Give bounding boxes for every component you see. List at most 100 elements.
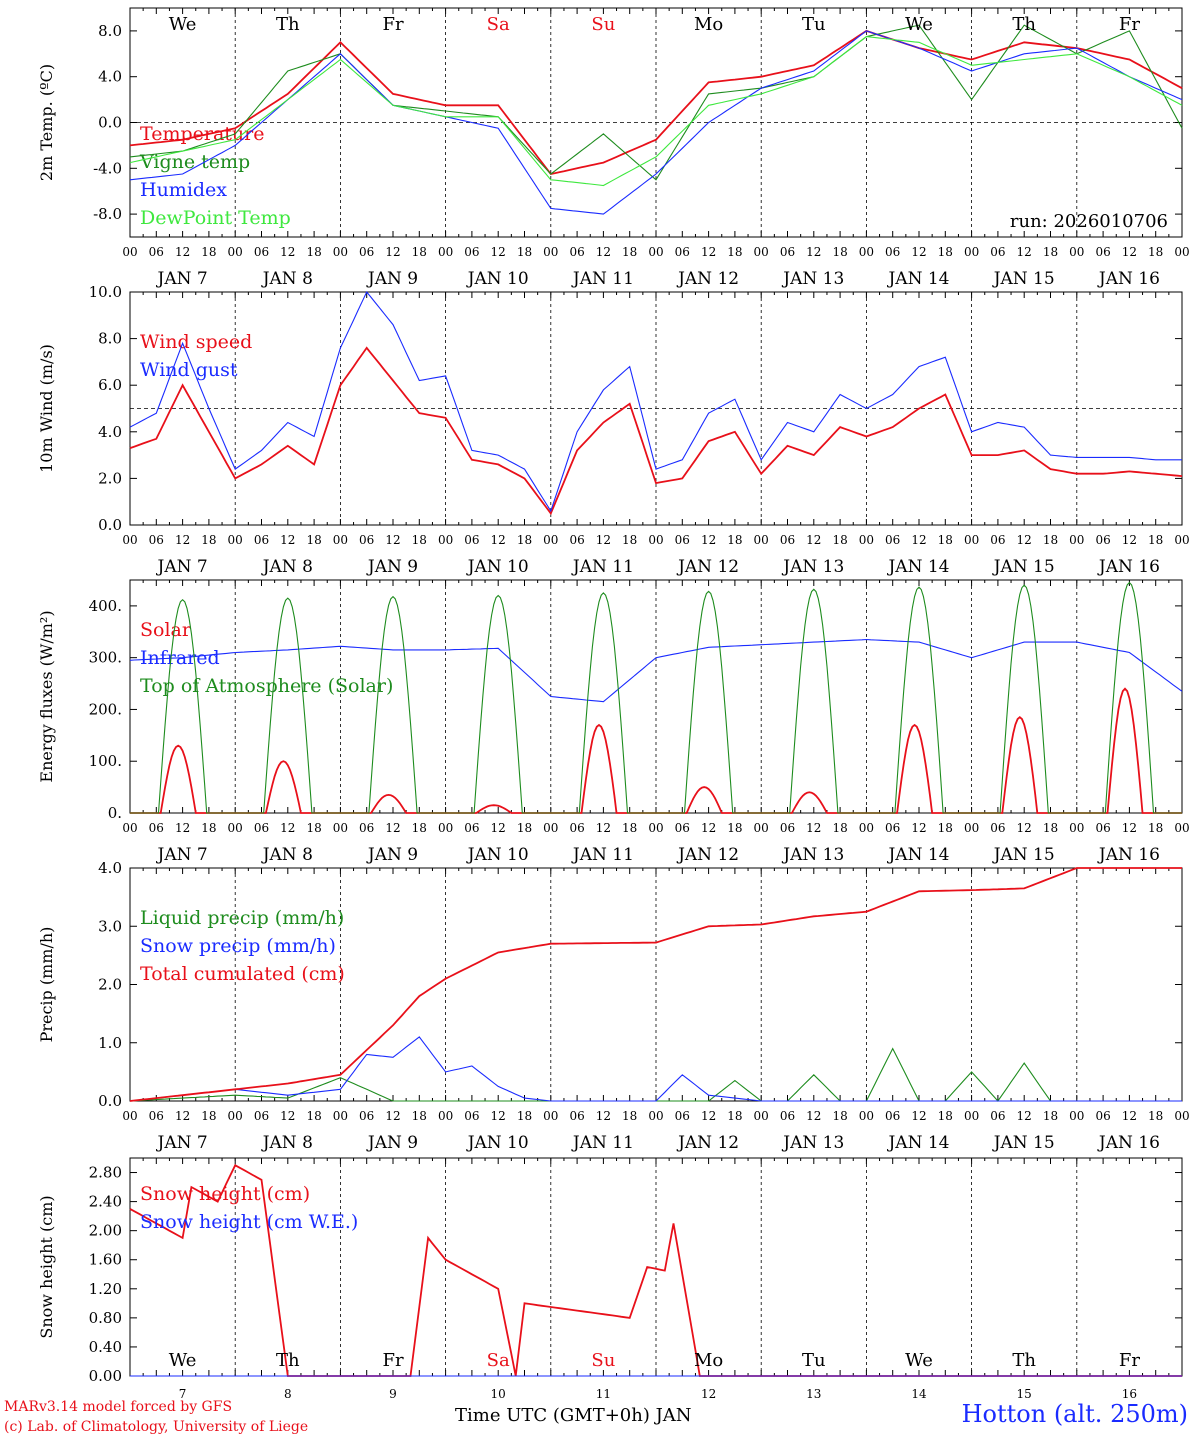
hour-label: 12 — [175, 245, 190, 259]
hour-label: 00 — [122, 821, 137, 835]
date-label: JAN 14 — [886, 269, 949, 289]
day-name: Tu — [802, 14, 826, 35]
hour-label: 18 — [832, 245, 847, 259]
hour-label: 12 — [701, 821, 716, 835]
hour-label: 06 — [359, 533, 374, 547]
date-label: JAN 9 — [366, 269, 418, 289]
hour-label: 06 — [780, 245, 795, 259]
hour-label: 18 — [517, 245, 532, 259]
hour-label: 12 — [385, 821, 400, 835]
day-name: Sa — [487, 14, 510, 35]
hour-label: 18 — [622, 1109, 637, 1123]
hour-label: 00 — [1069, 533, 1084, 547]
hour-label: 06 — [254, 1109, 269, 1123]
day-number: 8 — [284, 1387, 292, 1401]
hour-label: 18 — [727, 1109, 742, 1123]
day-name: Fr — [382, 1350, 403, 1371]
hour-label: 12 — [491, 821, 506, 835]
hour-label: 00 — [1174, 245, 1189, 259]
hour-label: 06 — [885, 245, 900, 259]
date-label: JAN 14 — [886, 845, 949, 865]
hour-label: 06 — [149, 245, 164, 259]
hour-label: 00 — [859, 533, 874, 547]
hour-label: 00 — [228, 1109, 243, 1123]
hour-label: 12 — [280, 821, 295, 835]
hour-label: 18 — [832, 533, 847, 547]
hour-label: 06 — [1095, 1109, 1110, 1123]
legend-entry: Snow height (cm W.E.) — [140, 1211, 358, 1233]
legend-entry: Humidex — [140, 179, 227, 201]
series-line-top-of-atmosphere-solar- — [130, 581, 1182, 814]
y-tick-label: 200. — [89, 700, 122, 718]
hour-label: 18 — [1148, 1109, 1163, 1123]
y-tick-label: 0.40 — [89, 1338, 122, 1356]
station-name: Hotton (alt. 250m) — [961, 1400, 1188, 1428]
hour-label: 12 — [1122, 821, 1137, 835]
date-label: JAN 9 — [366, 845, 418, 865]
day-number: 10 — [491, 1387, 506, 1401]
hour-label: 12 — [385, 245, 400, 259]
hour-label: 06 — [990, 533, 1005, 547]
hour-label: 18 — [412, 533, 427, 547]
hour-label: 06 — [780, 821, 795, 835]
y-tick-label: 0.00 — [89, 1367, 122, 1385]
hour-label: 12 — [596, 245, 611, 259]
y-axis-label: Snow height (cm) — [37, 1195, 56, 1338]
hour-label: 18 — [306, 821, 321, 835]
hour-label: 12 — [1122, 1109, 1137, 1123]
hour-label: 00 — [1069, 1109, 1084, 1123]
hour-label: 00 — [333, 821, 348, 835]
y-tick-label: 1.20 — [89, 1280, 122, 1298]
hour-label: 18 — [1043, 1109, 1058, 1123]
y-tick-label: 4.0 — [98, 68, 122, 86]
hour-label: 12 — [385, 1109, 400, 1123]
legend-entry: Temperature — [140, 123, 264, 145]
date-label: JAN 16 — [1097, 269, 1160, 289]
day-number: 7 — [179, 1387, 187, 1401]
hour-label: 06 — [464, 1109, 479, 1123]
hour-label: 12 — [911, 533, 926, 547]
y-axis-label: 10m Wind (m/s) — [37, 344, 56, 473]
hour-label: 06 — [675, 245, 690, 259]
hour-label: 00 — [333, 1109, 348, 1123]
hour-label: 06 — [885, 821, 900, 835]
y-tick-label: 100. — [89, 752, 122, 770]
y-tick-label: 400. — [89, 597, 122, 615]
y-tick-label: 0.80 — [89, 1309, 122, 1327]
hour-label: 06 — [464, 533, 479, 547]
hour-label: 12 — [806, 821, 821, 835]
date-label: JAN 8 — [261, 1133, 313, 1153]
hour-label: 12 — [701, 533, 716, 547]
hour-label: 06 — [254, 821, 269, 835]
series-line-wind-gust — [129, 290, 1182, 513]
hour-label: 00 — [438, 533, 453, 547]
hour-label: 00 — [859, 821, 874, 835]
day-name: Th — [1012, 1350, 1036, 1371]
day-name: We — [905, 1350, 933, 1371]
hour-label: 06 — [780, 533, 795, 547]
hour-label: 06 — [359, 1109, 374, 1123]
legend-entry: Snow height (cm) — [140, 1183, 310, 1205]
hour-label: 12 — [1122, 245, 1137, 259]
y-tick-label: 6.0 — [98, 376, 122, 394]
legend-entry: Wind speed — [140, 331, 252, 353]
hour-label: 12 — [806, 1109, 821, 1123]
date-label: JAN 12 — [676, 269, 739, 289]
hour-label: 06 — [569, 821, 584, 835]
legend-entry: Wind gust — [140, 359, 238, 381]
hour-label: 00 — [859, 1109, 874, 1123]
hour-label: 00 — [1174, 533, 1189, 547]
series-line-humidex — [129, 30, 1183, 215]
hour-label: 18 — [938, 533, 953, 547]
legend-entry: Infrared — [140, 647, 220, 669]
hour-label: 06 — [1095, 533, 1110, 547]
hour-label: 06 — [885, 533, 900, 547]
date-label: JAN 16 — [1097, 1133, 1160, 1153]
hour-label: 00 — [122, 1109, 137, 1123]
series-line-wind-speed — [129, 346, 1183, 516]
hour-label: 18 — [517, 821, 532, 835]
y-tick-label: 1.0 — [98, 1034, 122, 1052]
hour-label: 18 — [412, 1109, 427, 1123]
hour-label: 18 — [201, 533, 216, 547]
hour-label: 00 — [648, 245, 663, 259]
